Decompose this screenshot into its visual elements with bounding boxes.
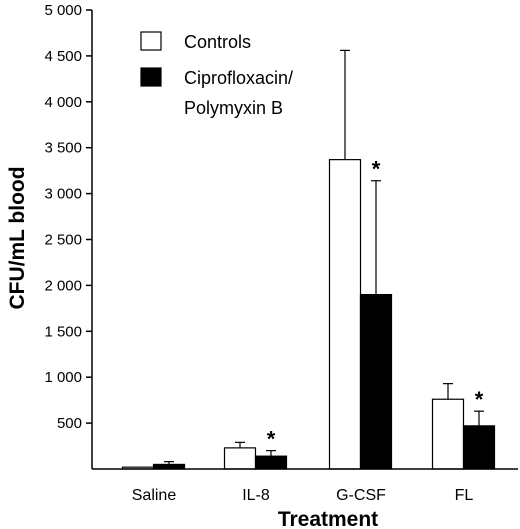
x-axis-title: Treatment — [278, 508, 378, 529]
bars-layer: * * * — [121, 49, 496, 470]
significance-star: * — [267, 427, 276, 452]
y-tick-label: 5 000 — [44, 2, 82, 19]
legend-label: Polymyxin B — [184, 98, 283, 118]
x-tick-label: FL — [455, 487, 474, 504]
y-tick-label: 4 500 — [44, 48, 82, 65]
bar-treated-il-8 — [254, 455, 288, 470]
legend-swatch — [140, 31, 162, 51]
significance-star: * — [372, 157, 381, 182]
y-tick-label: 3 500 — [44, 140, 82, 157]
x-tick-label: G-CSF — [336, 487, 386, 504]
bar-treated-fl — [462, 425, 496, 470]
y-tick-label: 500 — [57, 415, 82, 432]
y-tick-label: 2 500 — [44, 232, 82, 249]
y-tick-label: 1 500 — [44, 323, 82, 340]
legend-label: Ciprofloxacin/ — [184, 68, 293, 88]
bar-controls-il-8 — [223, 447, 257, 470]
legend-label: Controls — [184, 32, 251, 52]
y-tick-label: 4 000 — [44, 94, 82, 111]
y-tick-label: 3 000 — [44, 186, 82, 203]
significance-star: * — [475, 387, 484, 412]
y-axis-title: CFU/mL blood — [6, 166, 29, 309]
bar-controls-g-csf — [328, 159, 362, 470]
legend: Controls Ciprofloxacin/Polymyxin B — [140, 31, 293, 118]
x-tick-label: IL-8 — [242, 487, 270, 504]
y-tick-label: 1 000 — [44, 369, 82, 386]
x-tick-label: Saline — [132, 487, 177, 504]
y-tick-label: 2 000 — [44, 277, 82, 294]
bar-controls-fl — [431, 398, 465, 470]
bar-treated-g-csf — [359, 293, 393, 470]
axes-layer: 500 1 000 1 500 2 000 2 500 3 000 3 500 4 000 4 … — [44, 2, 518, 504]
legend-swatch — [140, 67, 162, 87]
